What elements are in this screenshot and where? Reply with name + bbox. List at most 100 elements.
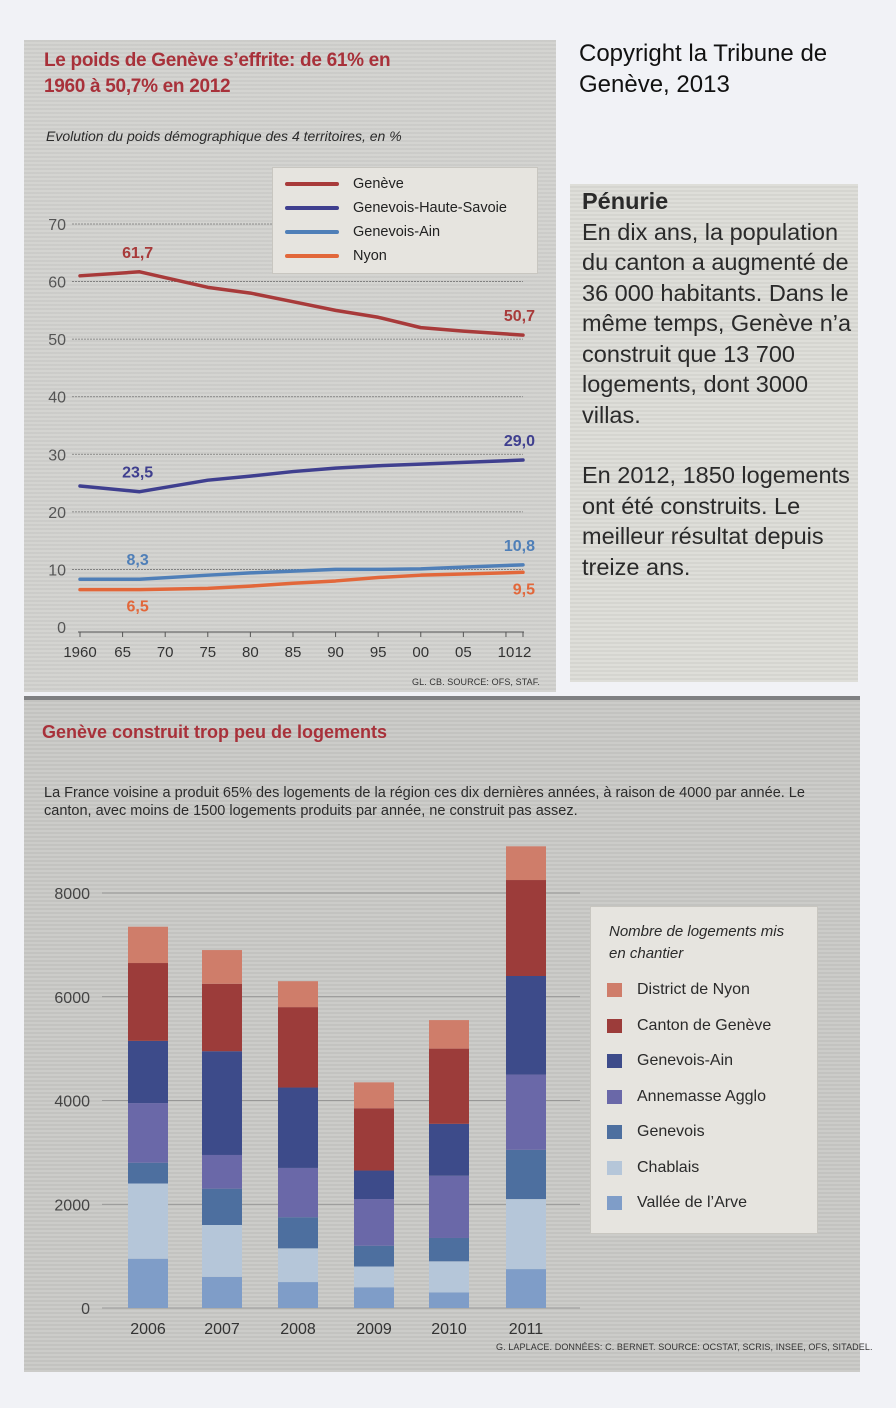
- legend-item-genevois-ain: Genevois-Ain: [285, 222, 440, 242]
- bar-segment-genevois-2011: [506, 1149, 546, 1200]
- bar-segment-genevois-ain-2008: [278, 1087, 318, 1168]
- sidebar-paragraph-1: En dix ans, la population du canton a au…: [582, 218, 852, 428]
- bar-segment-annemasse-agglo-2011: [506, 1074, 546, 1150]
- legend-label: Chablais: [637, 1158, 700, 1176]
- bar-chart-subtitle: La France voisine a produit 65% des loge…: [44, 785, 805, 819]
- bar-segment-chablais-2006: [128, 1183, 168, 1259]
- x-tick-label: 2006: [130, 1321, 166, 1338]
- legend-item-canton-de-geneve: Canton de Genève: [607, 1015, 771, 1037]
- legend-item-district-de-nyon: District de Nyon: [607, 979, 750, 1001]
- bar-segment-genevois-ain-2010: [429, 1123, 469, 1176]
- bar-segment-genevois-2009: [354, 1245, 394, 1267]
- legend-swatch: [607, 983, 622, 997]
- data-label: 50,7: [504, 308, 535, 325]
- bar-segment-vallee-de-l-arve-2009: [354, 1287, 394, 1308]
- legend-item-chablais: Chablais: [607, 1157, 699, 1179]
- bar-segment-vallee-de-l-arve-2010: [429, 1292, 469, 1308]
- y-tick-label: 50: [48, 332, 66, 349]
- series-line-genevois-ain: [78, 563, 525, 581]
- x-tick-label: 1960: [63, 644, 96, 661]
- legend-swatch: [607, 1089, 622, 1104]
- bar-segment-canton-de-geneve-2009: [354, 1108, 394, 1171]
- x-tick-label: 2010: [431, 1321, 467, 1338]
- line-chart-clipping: [24, 40, 556, 692]
- legend-item-geneve: Genève: [285, 174, 404, 194]
- x-tick-label: 2011: [509, 1321, 544, 1338]
- data-label: 29,0: [504, 433, 535, 450]
- series-line-nyon: [78, 570, 525, 592]
- x-tick-label: 00: [412, 644, 429, 661]
- line-chart-title: Le poids de Genève s’effrite: de 61% en …: [44, 50, 391, 97]
- bar-segment-canton-de-geneve-2006: [128, 963, 168, 1041]
- bar-segment-annemasse-agglo-2007: [202, 1154, 242, 1189]
- legend-swatch: [285, 254, 339, 258]
- bar-segment-genevois-2010: [429, 1237, 469, 1262]
- legend-item-genevois-haute-savoie: Genevois-Haute-Savoie: [285, 198, 507, 218]
- data-label: 61,7: [122, 245, 153, 262]
- legend-item-vallee-de-l-arve: Vallée de l’Arve: [607, 1192, 747, 1214]
- data-label: 9,5: [513, 581, 535, 598]
- sidebar-heading: Pénurie: [582, 188, 669, 214]
- data-label: 23,5: [122, 465, 153, 482]
- legend-swatch: [285, 206, 339, 210]
- x-tick-label: 10: [498, 644, 515, 661]
- legend-label: Genevois-Haute-Savoie: [353, 200, 507, 216]
- bar-segment-district-de-nyon-2007: [202, 950, 242, 984]
- bar-segment-chablais-2007: [202, 1225, 242, 1277]
- bar-chart-title: Genève construit trop peu de logements: [42, 722, 388, 742]
- data-label: 6,5: [127, 599, 149, 616]
- x-tick-label: 85: [285, 644, 302, 661]
- legend-item-genevois-ain: Genevois-Ain: [607, 1050, 733, 1072]
- legend-swatch: [285, 230, 339, 234]
- y-tick-label: 30: [48, 447, 66, 464]
- bar-chart: 0 2000 4000 6000 8000 2006 2007 2008 2009 2010 201…: [54, 846, 580, 1338]
- data-label: 10,8: [504, 538, 535, 555]
- bar-segment-annemasse-agglo-2008: [278, 1167, 318, 1218]
- legend-label: District de Nyon: [637, 981, 750, 998]
- legend-item-nyon: Nyon: [285, 246, 387, 266]
- bar-segment-chablais-2010: [429, 1261, 469, 1293]
- legend-swatch: [607, 1196, 622, 1210]
- sidebar-clipping: [570, 184, 858, 682]
- x-tick-label: 2008: [280, 1321, 316, 1338]
- bar-segment-genevois-ain-2009: [354, 1170, 394, 1200]
- bar-segment-genevois-2008: [278, 1217, 318, 1249]
- x-tick-label: 05: [455, 644, 472, 661]
- legend-label: Genève: [353, 176, 404, 192]
- legend-swatch: [607, 1054, 622, 1068]
- legend-label: Canton de Genève: [637, 1016, 772, 1034]
- x-tick-label: 90: [327, 644, 344, 661]
- bar-segment-canton-de-geneve-2008: [278, 1007, 318, 1088]
- bar-segment-genevois-ain-2011: [506, 976, 546, 1075]
- legend-swatch: [285, 182, 339, 186]
- bar-segment-genevois-2006: [128, 1162, 168, 1184]
- sidebar-article: Pénurie En dix ans, la population du can…: [582, 186, 852, 582]
- series-line-genevois-haute-savoie: [78, 458, 525, 494]
- bar-segment-vallee-de-l-arve-2008: [278, 1282, 318, 1308]
- y-tick-label: 40: [48, 390, 66, 407]
- legend-label: Vallée de l’Arve: [637, 1194, 747, 1211]
- line-chart-legend: Genève Genevois-Haute-Savoie Genevois-Ai…: [272, 167, 538, 274]
- y-tick-label: 70: [48, 217, 66, 234]
- bar-segment-chablais-2011: [506, 1199, 546, 1270]
- x-tick-label: 65: [114, 644, 131, 661]
- bar-chart-source: G. LAPLACE. DONNÉES: C. BERNET. SOURCE: …: [496, 1342, 873, 1352]
- legend-swatch: [607, 1018, 622, 1033]
- legend-item-annemasse-agglo: Annemasse Agglo: [607, 1086, 766, 1108]
- bar-segment-district-de-nyon-2009: [354, 1082, 394, 1109]
- x-tick-label: 2009: [356, 1321, 392, 1338]
- x-tick-label: 2007: [204, 1321, 240, 1338]
- bar-segment-canton-de-geneve-2010: [429, 1048, 469, 1124]
- bar-segment-genevois-ain-2007: [202, 1051, 242, 1155]
- bar-segment-chablais-2009: [354, 1266, 394, 1288]
- bar-segment-canton-de-geneve-2011: [506, 880, 546, 976]
- y-tick-label: 2000: [54, 1197, 90, 1214]
- bar-segment-canton-de-geneve-2007: [202, 983, 242, 1052]
- legend-item-genevois: Genevois: [607, 1121, 705, 1143]
- bar-segment-annemasse-agglo-2010: [429, 1175, 469, 1238]
- y-tick-label: 60: [48, 275, 66, 292]
- bar-segment-annemasse-agglo-2006: [128, 1103, 168, 1163]
- y-tick-label: 20: [48, 505, 66, 522]
- data-label: 8,3: [127, 552, 149, 569]
